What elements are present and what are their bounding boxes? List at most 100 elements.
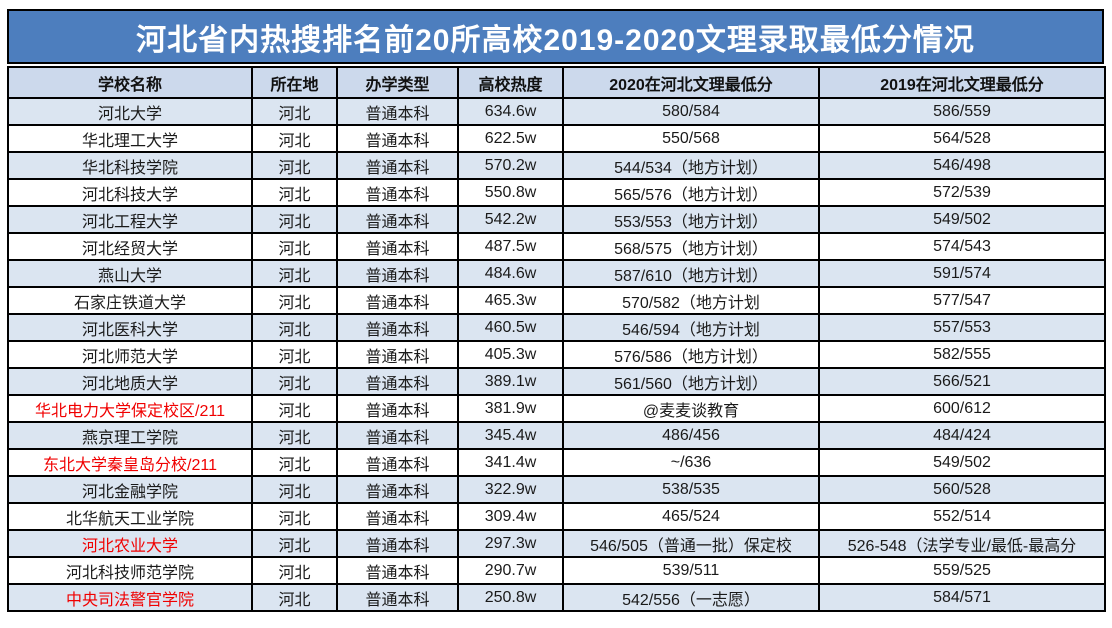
- cell-location: 河北: [251, 178, 338, 207]
- cell-location: 河北: [251, 340, 338, 369]
- cell-school-name: 河北农业大学: [7, 529, 253, 558]
- table-row: 华北理工大学 河北 普通本科 622.5w 550/568 564/528: [7, 124, 1106, 153]
- cell-2019-min-score: 484/424: [818, 421, 1106, 450]
- cell-2019-min-score: 566/521: [818, 367, 1106, 396]
- cell-2019-min-score: 574/543: [818, 232, 1106, 261]
- admission-score-table: 学校名称 所在地 办学类型 高校热度 2020在河北文理最低分 2019在河北文…: [7, 66, 1106, 612]
- cell-school-type: 普通本科: [336, 502, 459, 531]
- cell-location: 河北: [251, 583, 338, 612]
- cell-heat: 322.9w: [457, 475, 564, 504]
- table-row: 东北大学秦皇岛分校/211 河北 普通本科 341.4w ~/636 549/5…: [7, 448, 1106, 477]
- cell-school-name: 河北经贸大学: [7, 232, 253, 261]
- table-row: 华北科技学院 河北 普通本科 570.2w 544/534（地方计划） 546/…: [7, 151, 1106, 180]
- cell-heat: 381.9w: [457, 394, 564, 423]
- cell-2019-min-score: 546/498: [818, 151, 1106, 180]
- page-title: 河北省内热搜排名前20所高校2019-2020文理录取最低分情况: [136, 23, 975, 57]
- cell-2019-min-score: 549/502: [818, 448, 1106, 477]
- cell-heat: 487.5w: [457, 232, 564, 261]
- cell-2020-min-score: 561/560（地方计划）: [562, 367, 820, 396]
- table-body: 河北大学 河北 普通本科 634.6w 580/584 586/559 华北理工…: [7, 97, 1106, 612]
- table-row: 河北科技大学 河北 普通本科 550.8w 565/576（地方计划） 572/…: [7, 178, 1106, 207]
- cell-2020-min-score: 538/535: [562, 475, 820, 504]
- table-row: 北华航天工业学院 河北 普通本科 309.4w 465/524 552/514: [7, 502, 1106, 531]
- cell-location: 河北: [251, 502, 338, 531]
- cell-2020-min-score: 570/582（地方计划: [562, 286, 820, 315]
- cell-heat: 460.5w: [457, 313, 564, 342]
- title-bar: 河北省内热搜排名前20所高校2019-2020文理录取最低分情况: [7, 9, 1104, 64]
- cell-school-type: 普通本科: [336, 421, 459, 450]
- table-row: 石家庄铁道大学 河北 普通本科 465.3w 570/582（地方计划 577/…: [7, 286, 1106, 315]
- cell-location: 河北: [251, 97, 338, 126]
- cell-heat: 341.4w: [457, 448, 564, 477]
- table-row: 河北医科大学 河北 普通本科 460.5w 546/594（地方计划 557/5…: [7, 313, 1106, 342]
- cell-2020-min-score: 587/610（地方计划）: [562, 259, 820, 288]
- cell-location: 河北: [251, 124, 338, 153]
- cell-2019-min-score: 600/612: [818, 394, 1106, 423]
- table-row: 燕山大学 河北 普通本科 484.6w 587/610（地方计划） 591/57…: [7, 259, 1106, 288]
- cell-2020-min-score: 550/568: [562, 124, 820, 153]
- cell-2019-min-score: 559/525: [818, 556, 1106, 585]
- table-row: 河北农业大学 河北 普通本科 297.3w 546/505（普通一批）保定校 5…: [7, 529, 1106, 558]
- cell-location: 河北: [251, 205, 338, 234]
- cell-2020-min-score: 553/553（地方计划）: [562, 205, 820, 234]
- cell-heat: 484.6w: [457, 259, 564, 288]
- cell-2019-min-score: 552/514: [818, 502, 1106, 531]
- cell-school-type: 普通本科: [336, 313, 459, 342]
- table-header: 学校名称 所在地 办学类型 高校热度 2020在河北文理最低分 2019在河北文…: [7, 66, 1106, 99]
- cell-school-name: 河北大学: [7, 97, 253, 126]
- col-header-school-name: 学校名称: [7, 66, 253, 99]
- cell-heat: 570.2w: [457, 151, 564, 180]
- table-row: 华北电力大学保定校区/211 河北 普通本科 381.9w @麦麦谈教育 600…: [7, 394, 1106, 423]
- cell-school-type: 普通本科: [336, 529, 459, 558]
- cell-school-type: 普通本科: [336, 97, 459, 126]
- cell-school-name: 河北金融学院: [7, 475, 253, 504]
- cell-school-type: 普通本科: [336, 178, 459, 207]
- cell-2020-min-score: 542/556（一志愿）: [562, 583, 820, 612]
- cell-location: 河北: [251, 394, 338, 423]
- cell-2020-min-score: 546/594（地方计划: [562, 313, 820, 342]
- cell-2020-min-score: 580/584: [562, 97, 820, 126]
- cell-heat: 622.5w: [457, 124, 564, 153]
- cell-school-name: 东北大学秦皇岛分校/211: [7, 448, 253, 477]
- cell-school-type: 普通本科: [336, 394, 459, 423]
- cell-2019-min-score: 549/502: [818, 205, 1106, 234]
- cell-school-name: 华北科技学院: [7, 151, 253, 180]
- cell-school-name: 石家庄铁道大学: [7, 286, 253, 315]
- col-header-2020-min: 2020在河北文理最低分: [562, 66, 820, 99]
- table-row: 中央司法警官学院 河北 普通本科 250.8w 542/556（一志愿） 584…: [7, 583, 1106, 612]
- cell-location: 河北: [251, 286, 338, 315]
- cell-school-type: 普通本科: [336, 475, 459, 504]
- cell-heat: 309.4w: [457, 502, 564, 531]
- cell-2020-min-score: 576/586（地方计划）: [562, 340, 820, 369]
- cell-school-name: 燕山大学: [7, 259, 253, 288]
- cell-2020-min-score: 546/505（普通一批）保定校: [562, 529, 820, 558]
- table-row: 河北科技师范学院 河北 普通本科 290.7w 539/511 559/525: [7, 556, 1106, 585]
- cell-2019-min-score: 584/571: [818, 583, 1106, 612]
- cell-location: 河北: [251, 556, 338, 585]
- cell-2019-min-score: 564/528: [818, 124, 1106, 153]
- header-row: 学校名称 所在地 办学类型 高校热度 2020在河北文理最低分 2019在河北文…: [7, 66, 1106, 99]
- cell-heat: 634.6w: [457, 97, 564, 126]
- cell-location: 河北: [251, 151, 338, 180]
- table-row: 河北经贸大学 河北 普通本科 487.5w 568/575（地方计划） 574/…: [7, 232, 1106, 261]
- cell-school-type: 普通本科: [336, 151, 459, 180]
- cell-location: 河北: [251, 313, 338, 342]
- table-row: 河北大学 河北 普通本科 634.6w 580/584 586/559: [7, 97, 1106, 126]
- cell-school-type: 普通本科: [336, 556, 459, 585]
- cell-heat: 389.1w: [457, 367, 564, 396]
- cell-heat: 405.3w: [457, 340, 564, 369]
- cell-2020-min-score: 565/576（地方计划）: [562, 178, 820, 207]
- cell-school-type: 普通本科: [336, 205, 459, 234]
- cell-school-type: 普通本科: [336, 367, 459, 396]
- col-header-school-type: 办学类型: [336, 66, 459, 99]
- cell-2020-min-score: 544/534（地方计划）: [562, 151, 820, 180]
- cell-heat: 345.4w: [457, 421, 564, 450]
- cell-2020-min-score: @麦麦谈教育: [562, 394, 820, 423]
- cell-2020-min-score: 568/575（地方计划）: [562, 232, 820, 261]
- cell-school-name: 华北理工大学: [7, 124, 253, 153]
- cell-location: 河北: [251, 448, 338, 477]
- col-header-heat: 高校热度: [457, 66, 564, 99]
- cell-heat: 250.8w: [457, 583, 564, 612]
- table-row: 河北金融学院 河北 普通本科 322.9w 538/535 560/528: [7, 475, 1106, 504]
- table-row: 河北地质大学 河北 普通本科 389.1w 561/560（地方计划） 566/…: [7, 367, 1106, 396]
